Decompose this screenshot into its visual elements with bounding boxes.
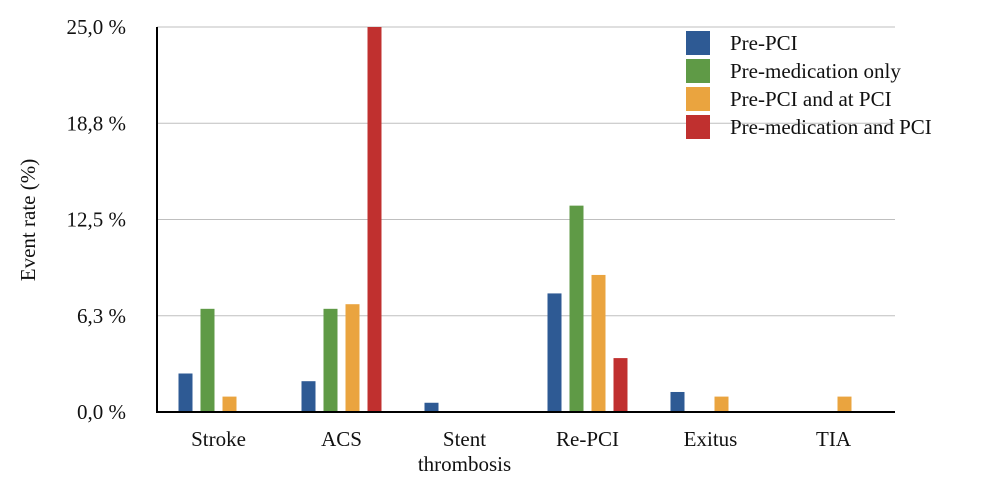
x-category-label: Stroke	[191, 427, 246, 451]
bar	[591, 274, 606, 412]
legend-swatch	[686, 31, 710, 55]
y-tick-label: 18,8 %	[67, 111, 127, 135]
bars	[178, 27, 852, 412]
x-category-label: ACS	[321, 427, 362, 451]
bar	[613, 358, 628, 412]
legend-swatch	[686, 115, 710, 139]
x-category-label: thrombosis	[418, 452, 511, 476]
bar	[837, 396, 852, 412]
bar	[367, 27, 382, 412]
legend-swatch	[686, 87, 710, 111]
x-category-label: Exitus	[684, 427, 738, 451]
y-axis-title: Event rate (%)	[16, 159, 40, 281]
legend: Pre-PCI Pre-medication only Pre-PCI and at…	[686, 31, 932, 139]
bar	[345, 304, 360, 412]
legend-label: Pre-PCI and at PCI	[730, 87, 892, 111]
bar	[323, 308, 338, 412]
bar	[714, 396, 729, 412]
bar	[222, 396, 237, 412]
bar	[200, 308, 215, 412]
gridlines	[157, 26, 895, 317]
x-category-label: Stent	[443, 427, 486, 451]
x-category-label: TIA	[816, 427, 852, 451]
legend-swatch	[686, 59, 710, 83]
y-tick-label: 0,0 %	[77, 400, 126, 424]
legend-label: Pre-medication only	[730, 59, 901, 83]
x-category-label: Re-PCI	[556, 427, 619, 451]
legend-label: Pre-medication and PCI	[730, 115, 932, 139]
y-tick-labels: 0,0 % 6,3 % 12,5 % 18,8 % 25,0 %	[67, 15, 127, 424]
y-tick-label: 12,5 %	[67, 208, 127, 232]
bar	[178, 373, 193, 412]
legend-label: Pre-PCI	[730, 31, 798, 55]
bar	[670, 391, 685, 412]
y-tick-label: 25,0 %	[67, 15, 127, 39]
bar	[301, 381, 316, 412]
bar	[547, 293, 562, 412]
bar	[569, 205, 584, 412]
y-tick-label: 6,3 %	[77, 304, 126, 328]
axes	[156, 27, 895, 413]
bar	[424, 402, 439, 412]
